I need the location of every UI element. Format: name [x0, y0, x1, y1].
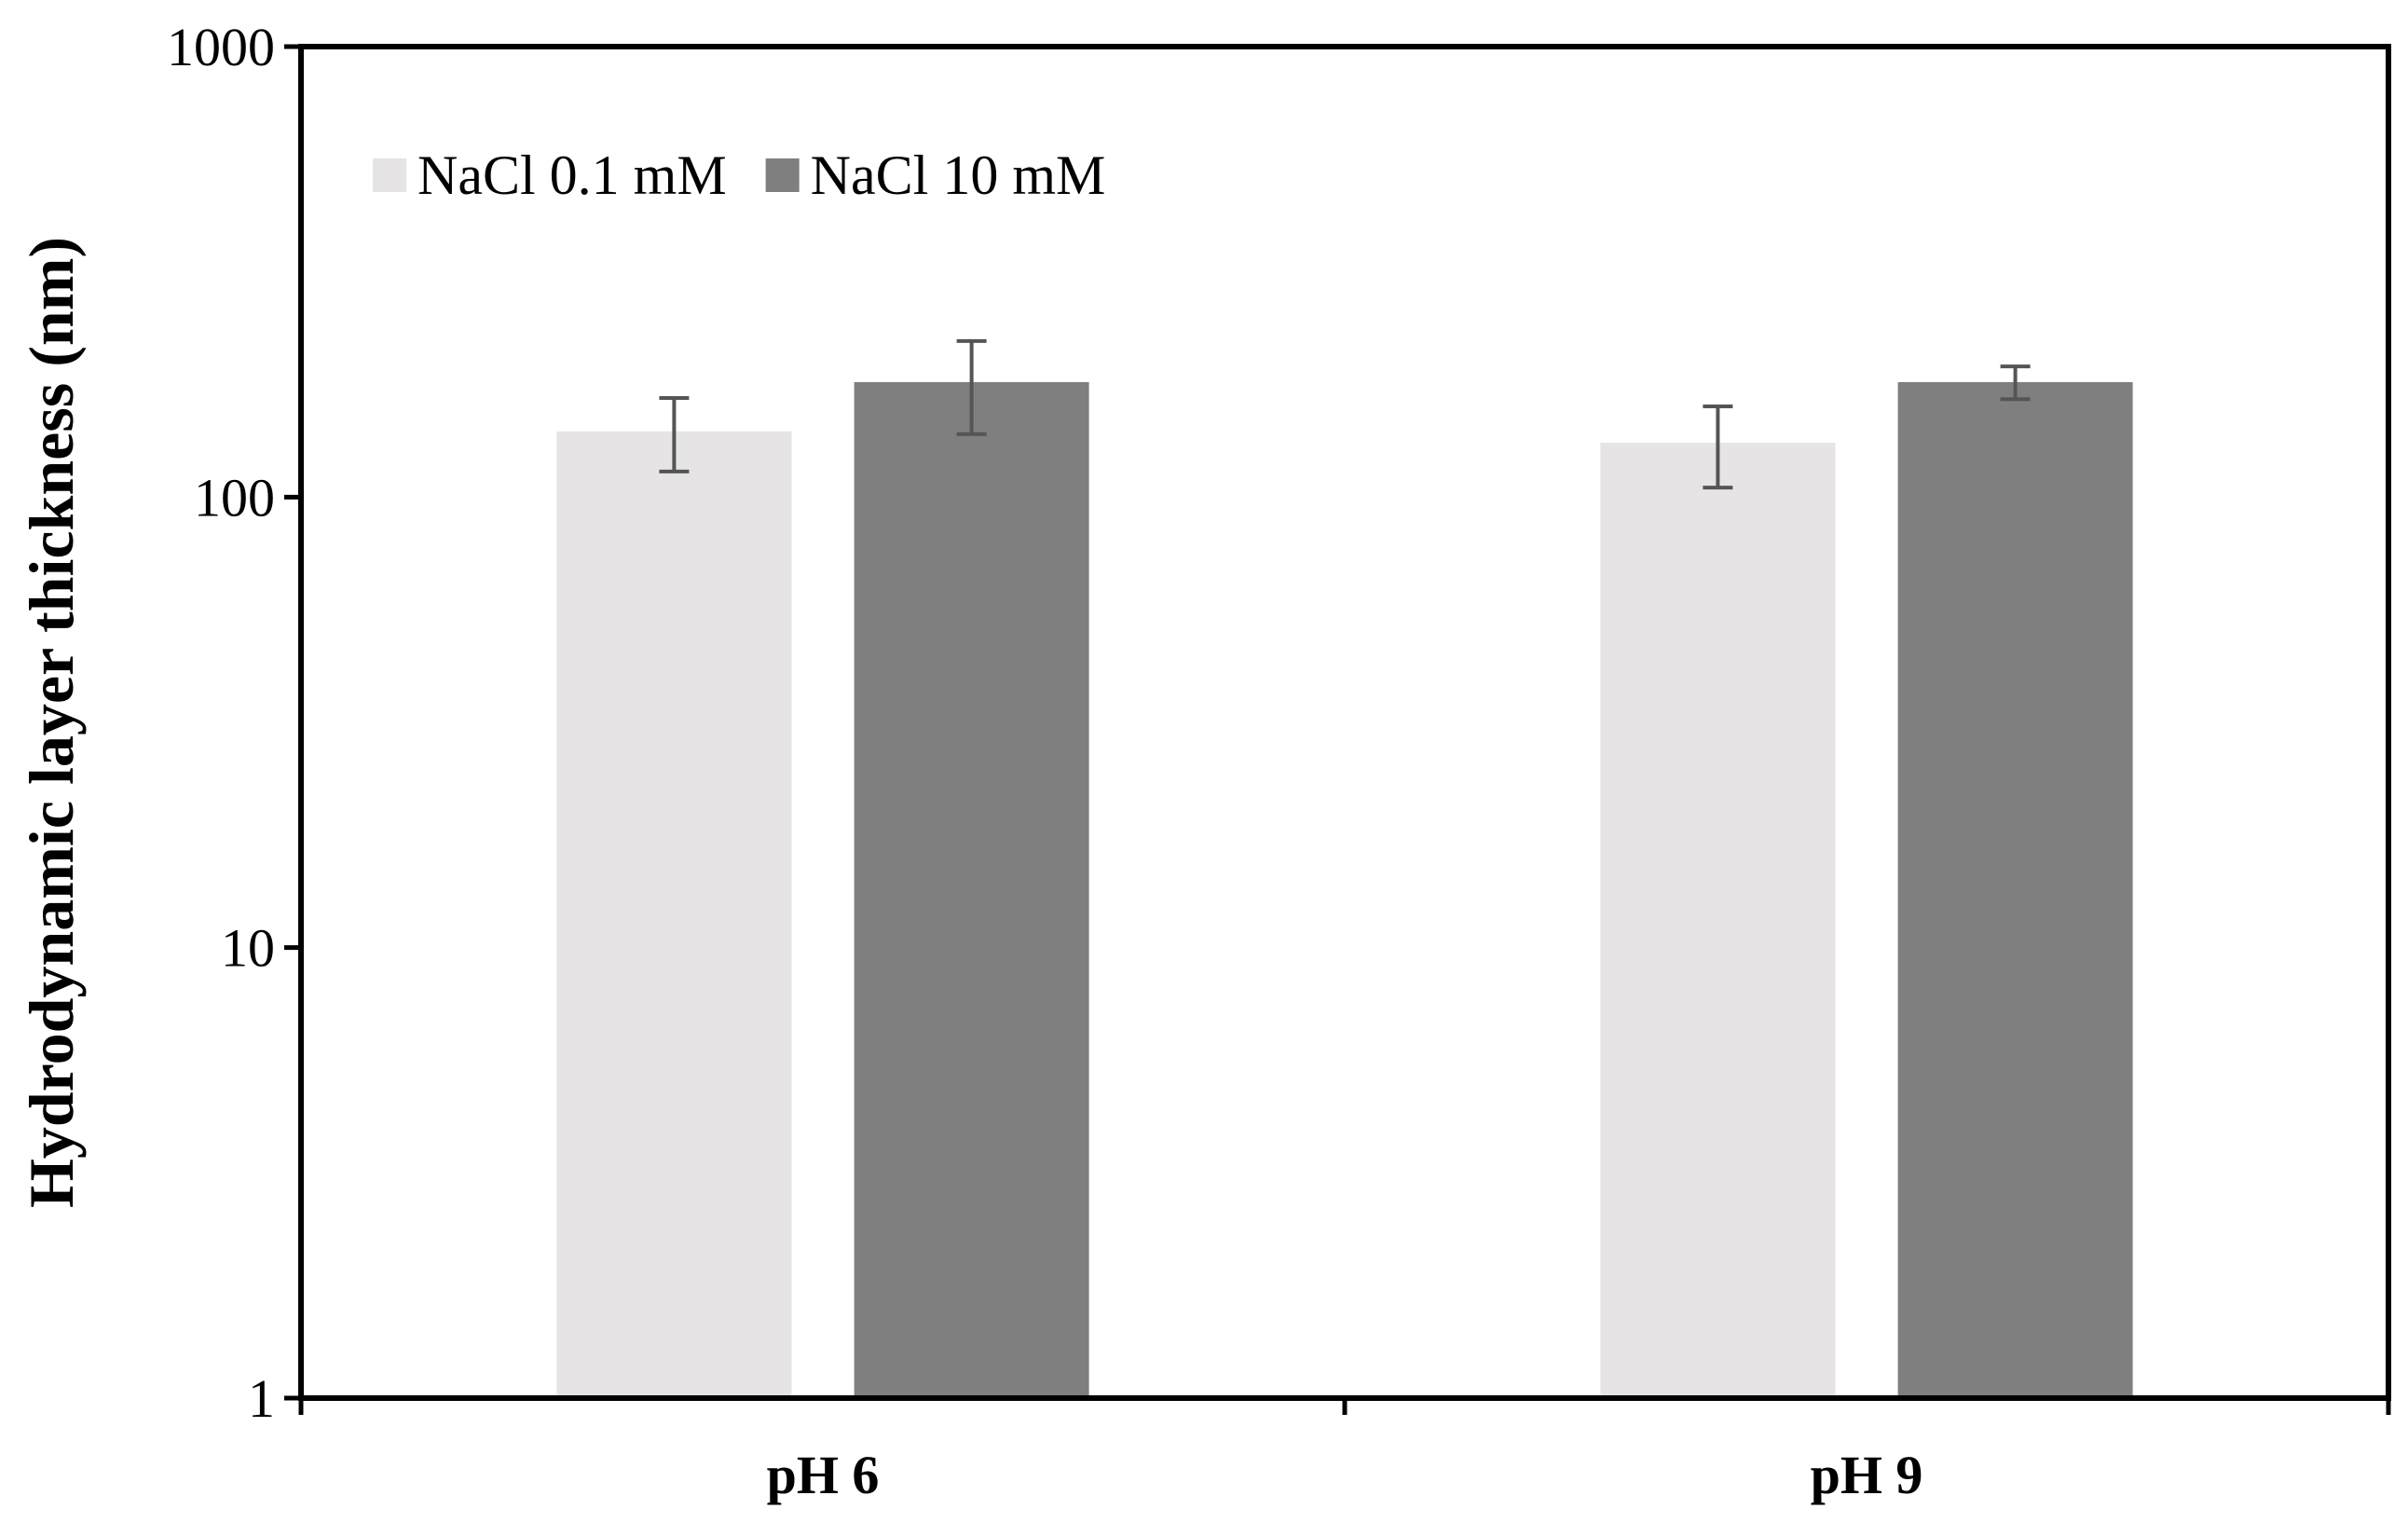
bar [1600, 443, 1836, 1396]
bar [854, 381, 1089, 1395]
legend-label: NaCl 0.1 mM [417, 144, 727, 206]
bar [556, 431, 792, 1395]
legend-swatch [373, 158, 406, 192]
bar [1897, 381, 2133, 1395]
legend: NaCl 0.1 mM NaCl 10 mM [373, 144, 1105, 206]
y-axis: 1 10 100 1000 [167, 17, 301, 1429]
y-axis-title: Hydrodynamic layer thickness (nm) [16, 237, 87, 1208]
y-tick-label: 1 [248, 1368, 275, 1429]
y-tick-label: 1000 [167, 17, 275, 77]
legend-label: NaCl 10 mM [811, 144, 1106, 206]
y-tick-label: 100 [194, 467, 275, 528]
error-bars-layer [659, 338, 2031, 490]
x-tick-label: pH 9 [1811, 1445, 1923, 1505]
legend-swatch [765, 158, 800, 192]
bars-layer [556, 381, 2133, 1396]
x-tick-label: pH 6 [767, 1445, 880, 1505]
x-axis: pH 6 pH 9 [298, 1398, 2391, 1505]
y-tick-label: 10 [221, 918, 275, 979]
